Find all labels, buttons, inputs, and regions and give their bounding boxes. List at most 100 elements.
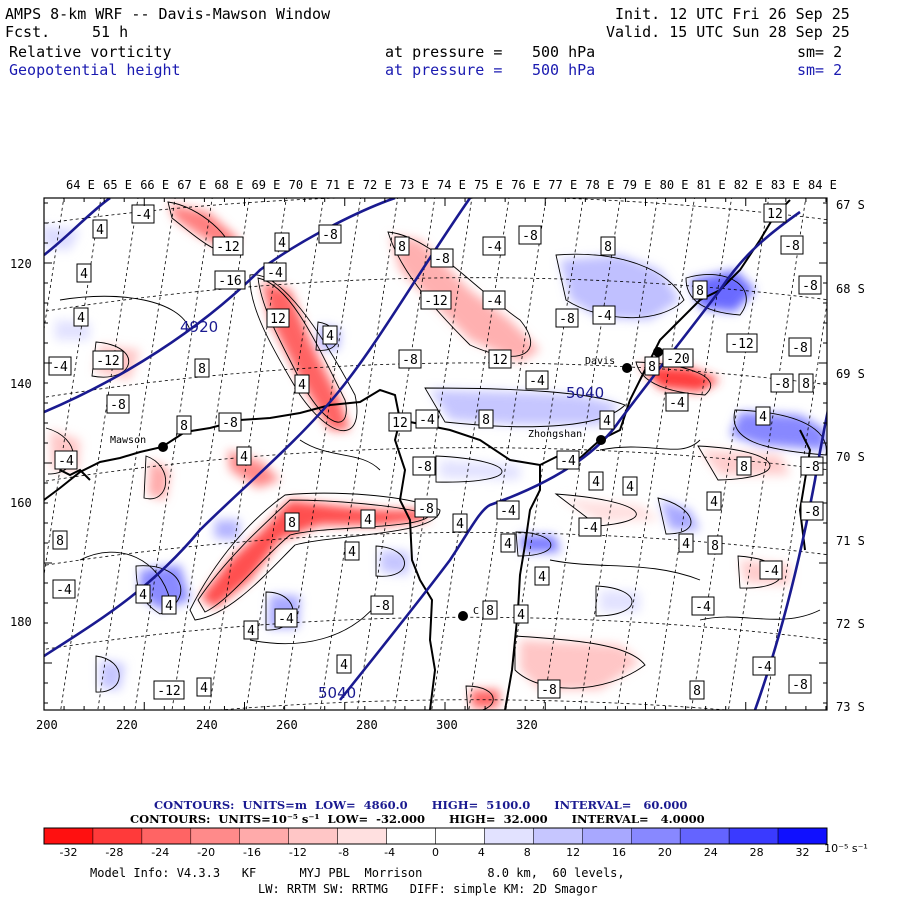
- station-marker-c: [458, 611, 468, 621]
- x-tick-label: 320: [516, 718, 538, 732]
- colorbar-label: 8: [523, 846, 531, 859]
- lon-label: 68 E: [214, 178, 244, 192]
- init-time: Init. 12 UTC Fri 26 Sep 25: [615, 5, 850, 23]
- svg-text:4: 4: [592, 475, 600, 490]
- svg-text:4: 4: [364, 513, 372, 528]
- vorticity-label: -4: [759, 560, 783, 580]
- x-tick-label: 300: [436, 718, 458, 732]
- vorticity-label: -8: [798, 275, 822, 295]
- colorbar-swatch: [435, 827, 485, 845]
- vorticity-label: -4: [274, 608, 298, 628]
- lon-line: [505, 198, 584, 710]
- colorbar-units: 10⁻⁵ s⁻¹: [824, 842, 868, 855]
- svg-text:8: 8: [696, 284, 704, 299]
- vorticity-label: 8: [194, 358, 210, 378]
- field-vorticity: Relative vorticity: [9, 43, 172, 61]
- svg-text:-8: -8: [416, 460, 432, 475]
- svg-text:8: 8: [180, 419, 188, 434]
- svg-text:-8: -8: [792, 678, 808, 693]
- svg-text:-4: -4: [58, 454, 74, 469]
- svg-text:-4: -4: [267, 266, 283, 281]
- svg-text:12: 12: [767, 207, 783, 222]
- lat-label: 67 S: [836, 198, 865, 212]
- svg-text:4: 4: [603, 414, 611, 429]
- colorbar-label: 24: [703, 846, 718, 859]
- vorticity-label: 12: [488, 349, 512, 369]
- svg-text:-12: -12: [730, 337, 753, 352]
- vorticity-label: 4: [294, 374, 310, 394]
- colorbar-swatch: [533, 827, 583, 845]
- vorticity-label: -8: [518, 225, 542, 245]
- vorticity-label: -8: [770, 373, 794, 393]
- vorticity-label: 8: [736, 456, 752, 476]
- lat-label: 73 S: [836, 700, 865, 714]
- lon-label: 71 E: [325, 178, 355, 192]
- vorticity-label: 4: [76, 263, 92, 283]
- colorbar-swatch: [141, 827, 192, 845]
- vorticity-label: 8: [692, 280, 708, 300]
- vorticity-label: -8: [412, 456, 436, 476]
- station-markers: [158, 347, 663, 621]
- svg-text:-8: -8: [522, 229, 538, 244]
- height-label-5040-a: 5040: [566, 384, 604, 402]
- vorticity-label: -4: [752, 656, 776, 676]
- svg-text:-4: -4: [135, 208, 151, 223]
- lon-label: 69 E: [251, 178, 281, 192]
- vorticity-label: -12: [212, 236, 244, 256]
- colorbar-label: -8: [338, 846, 350, 859]
- colorbar-swatch: [728, 827, 779, 845]
- vorticity-label: -8: [414, 498, 438, 518]
- svg-text:4: 4: [240, 450, 248, 465]
- lon-label: 66 E: [140, 178, 170, 192]
- mawson-label: Mawson: [110, 435, 146, 446]
- zhongshan-label: Zhongshan: [528, 429, 582, 440]
- lon-line: [134, 198, 213, 710]
- svg-text:4: 4: [80, 267, 88, 282]
- svg-text:-8: -8: [374, 599, 390, 614]
- svg-text:4: 4: [326, 329, 334, 344]
- vorticity-label: -8: [106, 394, 130, 414]
- lon-line: [765, 300, 827, 710]
- svg-text:-4: -4: [756, 660, 772, 675]
- forecast-hour: 51 h: [92, 23, 129, 41]
- pressure-label-1: at pressure =: [385, 43, 503, 61]
- vorticity-label: 8: [482, 600, 498, 620]
- vorticity-label: -4: [691, 596, 715, 616]
- vorticity-label: 4: [73, 307, 89, 327]
- colorbar-swatch: [288, 827, 338, 845]
- colorbar-label: -32: [59, 846, 78, 859]
- vorticity-label: 4: [274, 232, 290, 252]
- lon-line: [468, 198, 547, 710]
- x-tick-label: 200: [36, 718, 58, 732]
- svg-text:-4: -4: [486, 294, 502, 309]
- svg-text:-4: -4: [695, 600, 711, 615]
- svg-text:8: 8: [56, 534, 64, 549]
- svg-text:4: 4: [682, 537, 690, 552]
- vorticity-label: -4: [525, 370, 549, 390]
- svg-text:-8: -8: [559, 312, 575, 327]
- lon-line: [691, 198, 770, 710]
- vorticity-label: 8: [52, 530, 68, 550]
- vorticity-label: -16: [214, 270, 246, 290]
- svg-text:8: 8: [693, 684, 701, 699]
- model-info-line1: Model Info: V4.3.3 KF MYJ PBL Morrison 8…: [90, 866, 625, 880]
- colorbar-label: -24: [151, 846, 170, 859]
- vorticity-label: 8: [284, 512, 300, 532]
- svg-text:8: 8: [711, 539, 719, 554]
- lon-label: 73 E: [399, 178, 429, 192]
- y-tick-label: 160: [10, 496, 32, 510]
- colorbar-swatch: [777, 827, 828, 845]
- vorticity-label: -4: [415, 409, 439, 429]
- svg-text:-4: -4: [419, 413, 435, 428]
- vorticity-label: -4: [578, 517, 602, 537]
- vorticity-label: 4: [322, 325, 338, 345]
- svg-text:4: 4: [759, 410, 767, 425]
- svg-text:-4: -4: [669, 396, 685, 411]
- contour-info-vorticity: CONTOURS: UNITS=10⁻⁵ s⁻¹ LOW= -32.000 HI…: [130, 812, 705, 826]
- vorticity-label: -20: [662, 348, 694, 368]
- colorbar-label: -12: [288, 846, 307, 859]
- colorbar-label: -28: [105, 846, 124, 859]
- colorbar-swatch: [190, 827, 240, 845]
- vorticity-label: 4: [622, 476, 638, 496]
